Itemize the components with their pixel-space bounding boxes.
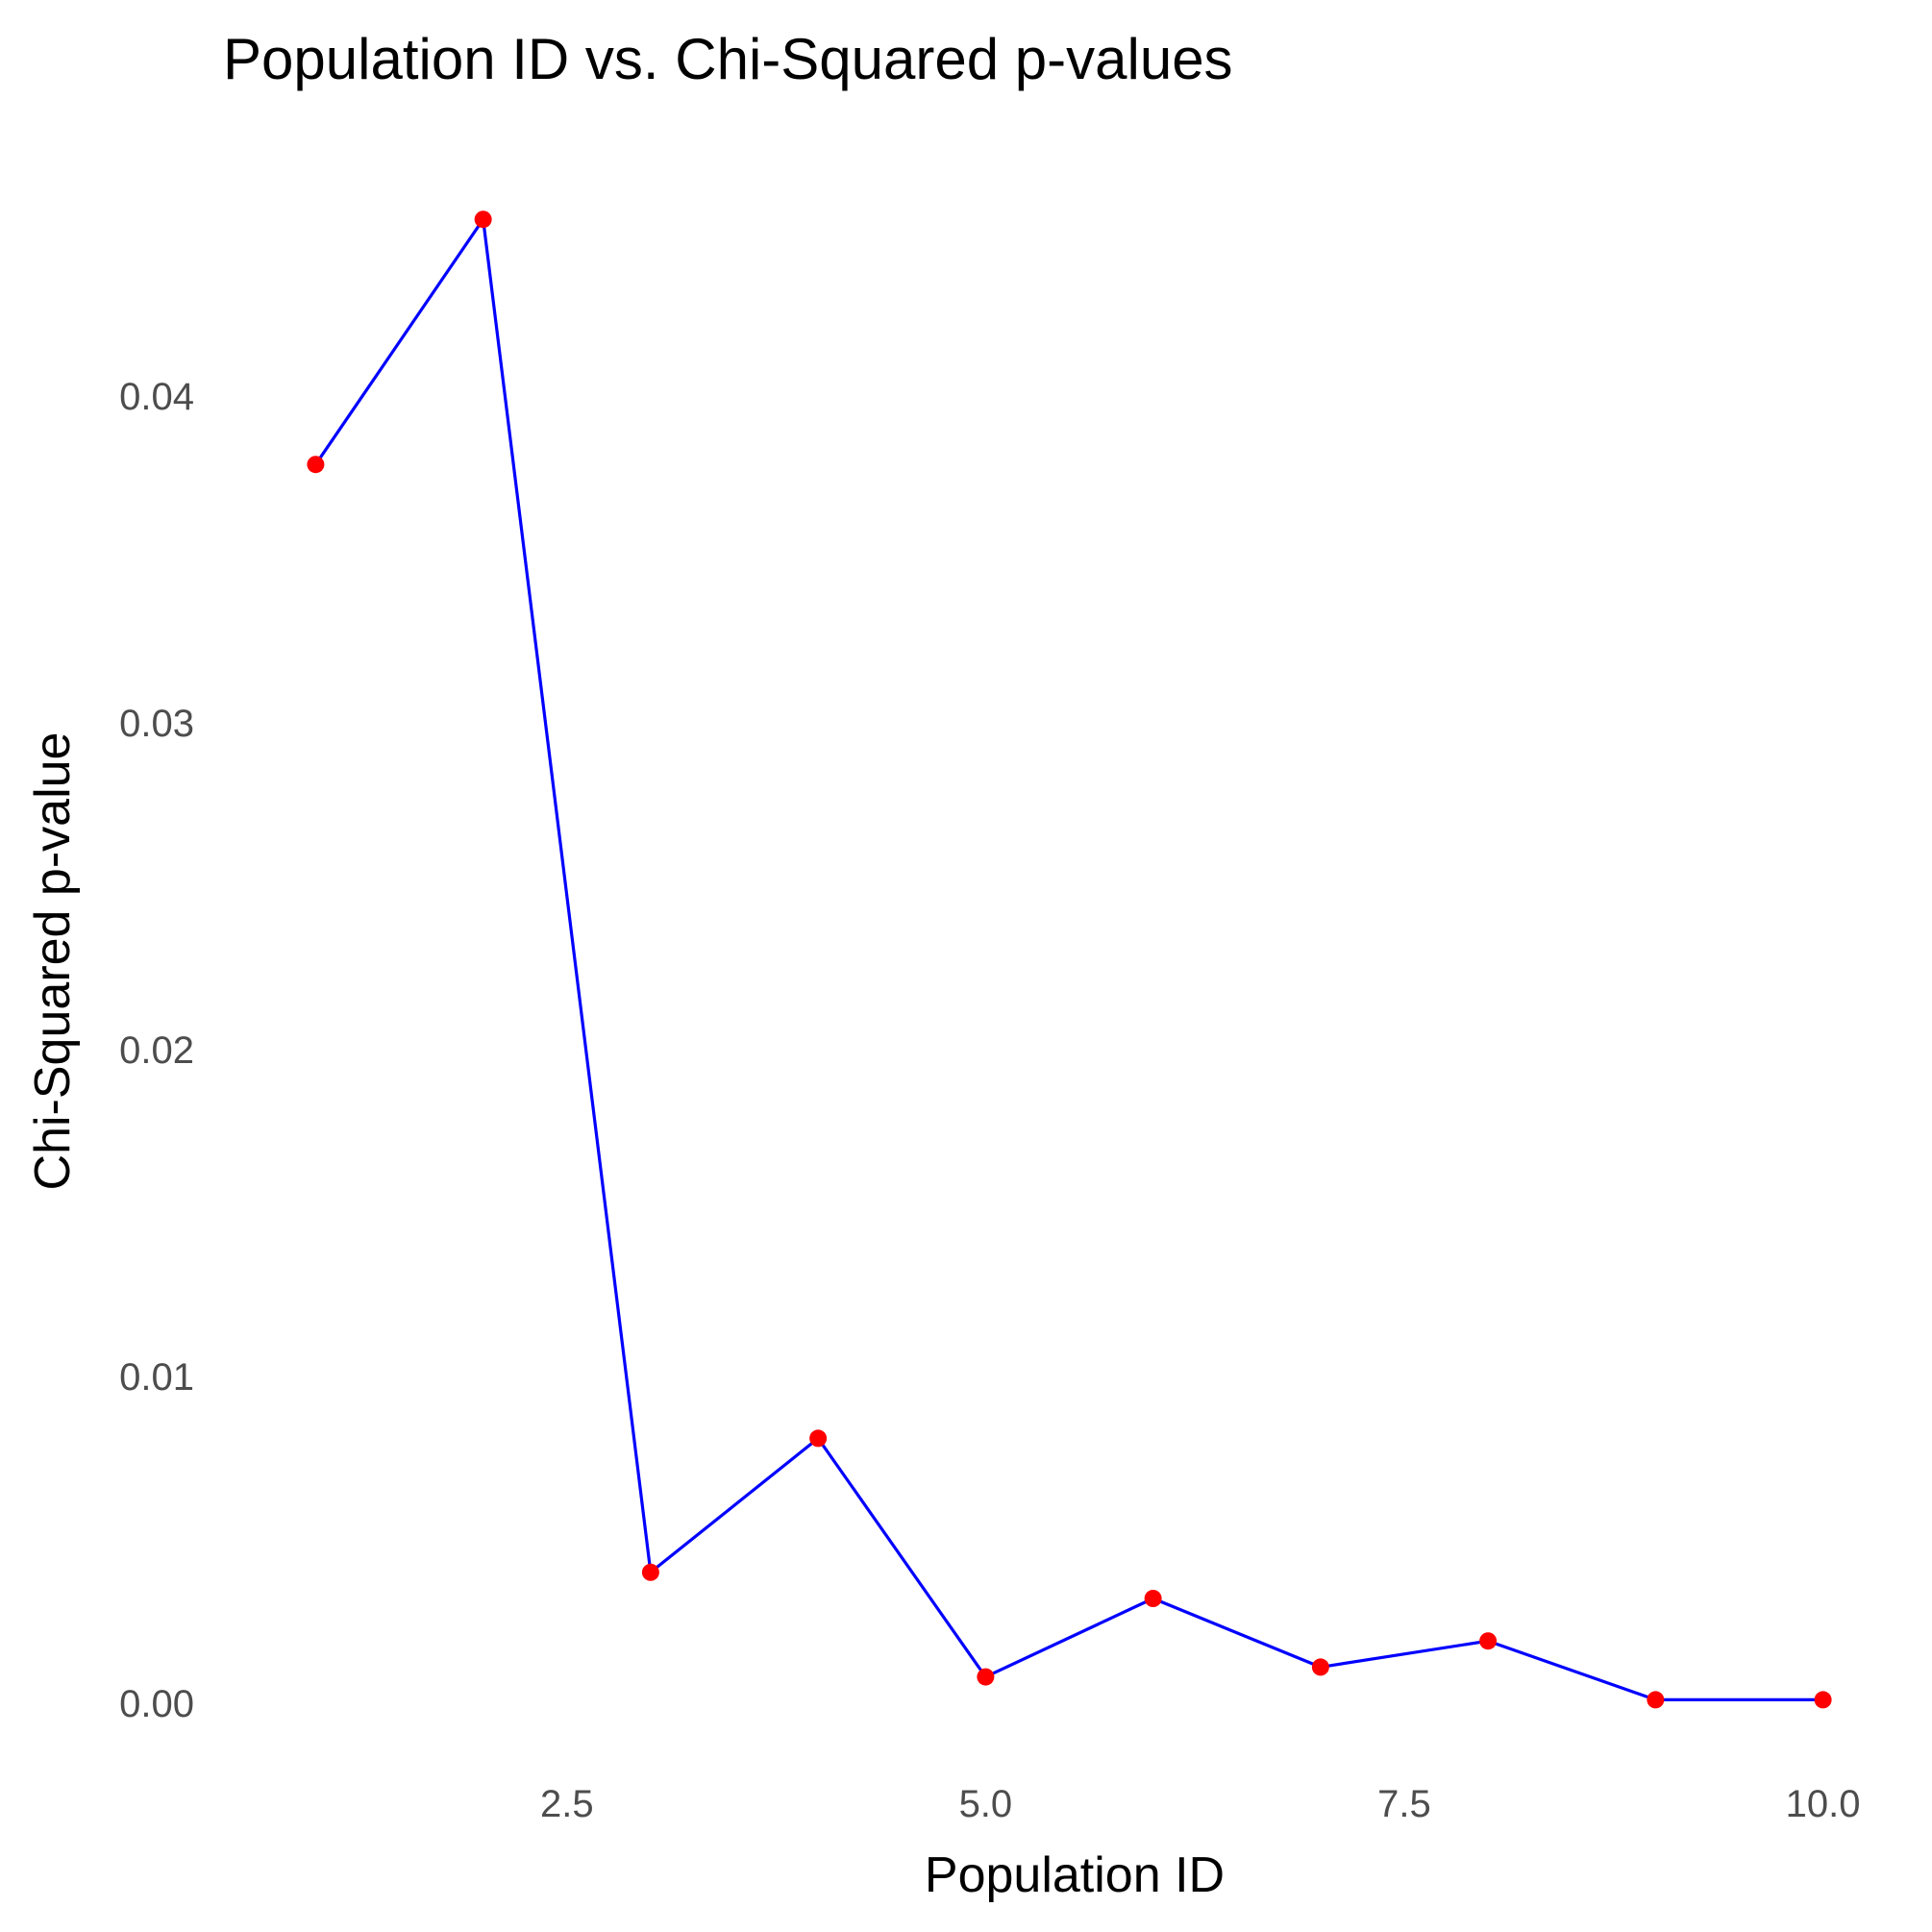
y-tick-label: 0.03 (119, 703, 194, 745)
data-point (977, 1668, 995, 1686)
x-axis-ticks: 2.5 5.0 7.5 10.0 (540, 1783, 1861, 1825)
x-tick-label: 10.0 (1786, 1783, 1861, 1825)
y-axis-label: Chi-Squared p-value (25, 732, 81, 1191)
points-layer (307, 211, 1832, 1709)
y-tick-label: 0.04 (119, 376, 194, 418)
data-point (1144, 1590, 1162, 1607)
y-tick-label: 0.01 (119, 1356, 194, 1399)
y-axis-ticks: 0.00 0.01 0.02 0.03 0.04 (119, 376, 194, 1725)
y-tick-label: 0.00 (119, 1683, 194, 1725)
data-point (1814, 1691, 1832, 1709)
data-point (474, 211, 492, 229)
plot-area: 0.00 0.01 0.02 0.03 0.04 2.5 5.0 7.5 10.0 (119, 211, 1861, 1825)
data-point (307, 456, 325, 474)
data-point (1647, 1691, 1665, 1709)
y-tick-label: 0.02 (119, 1029, 194, 1072)
series-line (314, 217, 1823, 1702)
x-axis-label: Population ID (925, 1847, 1225, 1903)
chart-title: Population ID vs. Chi-Squared p-values (223, 27, 1233, 91)
x-tick-label: 5.0 (959, 1783, 1013, 1825)
data-point (1311, 1658, 1329, 1676)
data-point (641, 1563, 659, 1581)
x-tick-label: 7.5 (1377, 1783, 1431, 1825)
data-point (1479, 1632, 1498, 1650)
data-point (809, 1429, 828, 1448)
x-tick-label: 2.5 (540, 1783, 594, 1825)
series-layer (314, 217, 1823, 1702)
